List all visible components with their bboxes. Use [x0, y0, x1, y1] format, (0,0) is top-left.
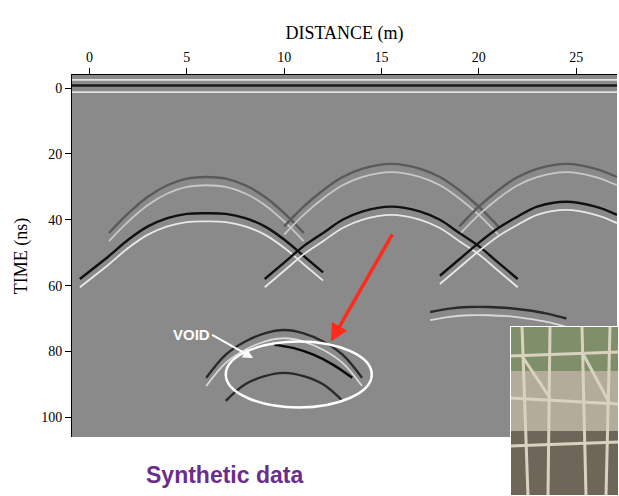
- svg-text:20: 20: [48, 147, 62, 162]
- svg-text:15: 15: [374, 50, 388, 65]
- svg-text:40: 40: [48, 213, 62, 228]
- svg-text:25: 25: [569, 50, 583, 65]
- svg-text:TIME (ns): TIME (ns): [11, 218, 32, 294]
- svg-text:VOID: VOID: [173, 326, 210, 343]
- svg-text:0: 0: [55, 81, 62, 96]
- svg-text:10: 10: [277, 50, 291, 65]
- svg-text:Synthetic data: Synthetic data: [146, 462, 303, 488]
- svg-text:100: 100: [41, 410, 62, 425]
- svg-text:60: 60: [48, 279, 62, 294]
- svg-text:0: 0: [86, 50, 93, 65]
- svg-text:20: 20: [472, 50, 486, 65]
- svg-text:DISTANCE (m): DISTANCE (m): [285, 23, 403, 44]
- svg-text:5: 5: [183, 50, 190, 65]
- svg-text:80: 80: [48, 344, 62, 359]
